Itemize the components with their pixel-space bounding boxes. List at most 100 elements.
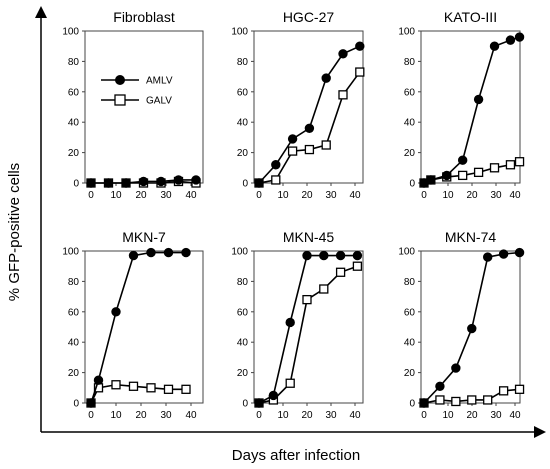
- y-tick-label: 100: [62, 247, 79, 258]
- data-point-galv: [483, 395, 493, 405]
- legend-marker-square: [114, 94, 126, 106]
- data-point-galv: [146, 383, 156, 393]
- x-tick-label: 0: [88, 190, 94, 201]
- y-tick-label: 80: [404, 57, 416, 68]
- data-point-amlv: [173, 175, 184, 185]
- data-point-galv: [355, 67, 365, 77]
- x-tick-label: 40: [185, 190, 197, 201]
- legend-label: AMLV: [146, 76, 173, 87]
- legend: AMLV GALV: [101, 75, 173, 107]
- y-tick-label: 80: [237, 57, 249, 68]
- data-point-galv: [271, 175, 281, 185]
- panel-3: MKN-7 0 20 40 60 80 100 0 10 20 30 40: [62, 229, 204, 421]
- x-tick-label: 0: [88, 410, 94, 421]
- data-point-galv: [128, 381, 139, 391]
- data-point-galv: [287, 146, 298, 156]
- data-point-amlv: [505, 35, 516, 45]
- figure-x-title: Days after infection: [232, 447, 360, 464]
- legend-marker-circle: [115, 75, 125, 85]
- data-point-galv: [304, 144, 315, 155]
- data-point-amlv: [163, 247, 174, 258]
- data-point-amlv: [335, 250, 346, 261]
- x-tick-label: 0: [256, 190, 262, 201]
- y-tick-label: 20: [404, 148, 416, 159]
- series-line-galv: [258, 265, 358, 404]
- figure-y-title: % GFP-positive cells: [6, 163, 23, 301]
- x-tick-label: 40: [349, 190, 361, 201]
- panel-title: HGC-27: [283, 9, 335, 25]
- data-point-amlv: [442, 170, 452, 181]
- y-tick-label: 40: [68, 338, 80, 349]
- data-point-galv: [451, 396, 461, 407]
- data-point-amlv: [435, 381, 445, 391]
- y-tick-label: 0: [242, 399, 248, 410]
- panel-title: Fibroblast: [113, 9, 175, 25]
- data-point-galv: [467, 395, 477, 405]
- plot-frame: [84, 250, 204, 404]
- x-tick-label: 10: [442, 190, 454, 201]
- data-point-amlv: [451, 363, 461, 373]
- y-tick-label: 60: [404, 307, 416, 318]
- plot-frame: [84, 30, 204, 184]
- data-point-amlv: [419, 398, 429, 408]
- data-point-amlv: [319, 250, 329, 261]
- data-point-amlv: [426, 175, 436, 185]
- x-tick-label: 20: [135, 410, 147, 421]
- y-tick-label: 0: [409, 399, 415, 410]
- data-point-galv: [335, 267, 346, 277]
- x-tick-label: 0: [421, 410, 427, 421]
- data-point-amlv: [352, 250, 363, 261]
- data-point-amlv: [93, 375, 104, 385]
- y-tick-label: 0: [73, 399, 79, 410]
- y-tick-label: 40: [404, 118, 416, 129]
- y-tick-label: 0: [409, 179, 415, 190]
- data-point-amlv: [191, 175, 201, 185]
- panel-title: MKN-7: [122, 229, 166, 245]
- data-point-amlv: [287, 134, 298, 144]
- data-point-amlv: [285, 317, 295, 328]
- data-point-amlv: [128, 250, 139, 261]
- y-tick-label: 100: [231, 27, 248, 38]
- x-tick-label: 20: [135, 190, 147, 201]
- panel-0: Fibroblast 0 20 40 60 80 100 0 10 20 30 40 AMLV GALV: [62, 9, 204, 201]
- data-point-amlv: [121, 178, 131, 188]
- panel-1: HGC-27 0 20 40 60 80 100 0 10 20 30 40: [231, 9, 365, 201]
- data-point-amlv: [156, 176, 166, 187]
- data-point-galv: [498, 386, 509, 396]
- panel-title: KATO-III: [444, 9, 497, 25]
- plot-frame: [253, 30, 364, 184]
- y-tick-label: 0: [242, 179, 248, 190]
- x-tick-label: 30: [490, 190, 502, 201]
- data-point-amlv: [254, 178, 264, 188]
- y-tick-label: 100: [398, 27, 415, 38]
- data-point-amlv: [467, 323, 477, 334]
- y-tick-label: 60: [68, 307, 80, 318]
- y-tick-label: 60: [237, 307, 249, 318]
- data-point-galv: [458, 170, 468, 181]
- data-point-amlv: [103, 178, 114, 188]
- x-tick-label: 20: [466, 410, 478, 421]
- y-tick-label: 20: [68, 368, 80, 379]
- legend-label: GALV: [146, 96, 172, 107]
- y-tick-label: 100: [231, 247, 248, 258]
- data-point-amlv: [514, 247, 525, 258]
- data-point-amlv: [254, 398, 264, 408]
- x-tick-label: 20: [301, 190, 313, 201]
- plot-frame: [420, 30, 521, 184]
- x-tick-label: 10: [442, 410, 454, 421]
- x-tick-label: 30: [325, 190, 337, 201]
- data-point-galv: [321, 140, 331, 150]
- x-tick-label: 10: [277, 190, 289, 201]
- x-tick-label: 10: [110, 190, 122, 201]
- y-tick-label: 80: [404, 277, 416, 288]
- series-line-galv: [423, 160, 520, 184]
- y-tick-label: 40: [237, 118, 249, 129]
- plot-frame: [253, 250, 364, 404]
- y-tick-label: 60: [404, 87, 416, 98]
- data-point-galv: [111, 380, 121, 390]
- data-point-amlv: [338, 49, 348, 59]
- data-point-galv: [473, 167, 484, 178]
- data-point-amlv: [302, 250, 312, 261]
- x-tick-label: 30: [490, 410, 502, 421]
